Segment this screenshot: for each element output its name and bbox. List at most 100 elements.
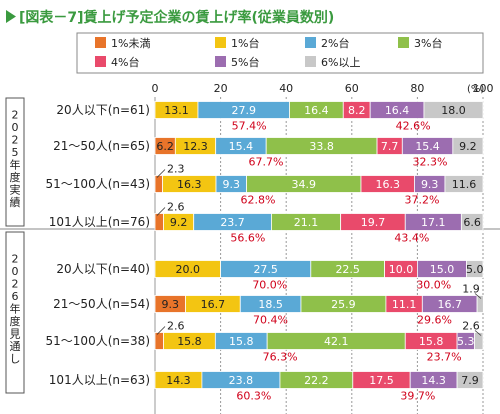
legend-label: 1%未満 — [111, 37, 150, 50]
bar-segment — [452, 137, 484, 155]
small-value-label: 2.3 — [167, 163, 185, 176]
legend-swatch — [398, 37, 409, 48]
segment-value-label: 14.3 — [166, 374, 191, 387]
bar-segment — [154, 332, 164, 350]
segment-value-label: 15.0 — [430, 263, 455, 276]
leader-line — [474, 330, 482, 336]
x-tick-label: 0 — [152, 82, 159, 95]
below-3pct-share: 57.4% — [232, 120, 267, 133]
segment-value-label: 17.1 — [421, 216, 446, 229]
bar-segment — [466, 260, 484, 278]
group-labels: 2 0 2 5 年度実績 2 0 2 6 年度見通し — [0, 97, 500, 394]
bar-segment — [474, 332, 484, 350]
segment-value-label: 13.1 — [164, 104, 189, 117]
segment-value-label: 16.4 — [304, 104, 329, 117]
legend-swatch — [95, 56, 106, 67]
segment-value-label: 14.3 — [421, 374, 446, 387]
below-3pct-share: 70.0% — [252, 279, 287, 292]
unit-label: (%) — [467, 84, 484, 95]
segment-value-label: 42.1 — [324, 335, 349, 348]
title-arrow-icon — [6, 10, 16, 23]
segment-value-label: 12.3 — [183, 140, 208, 153]
segment-value-label: 34.9 — [291, 178, 316, 191]
segment-value-label: 11.6 — [452, 178, 477, 191]
legend-label: 5%台 — [231, 55, 259, 69]
segment-value-label: 15.4 — [415, 140, 440, 153]
group-label-box — [5, 97, 25, 227]
segment-value-label: 7.9 — [461, 374, 479, 387]
segment-value-label: 23.7 — [220, 216, 245, 229]
x-axis-ticks: 0 20 40 60 80 100 — [152, 82, 494, 95]
segment-value-label: 15.4 — [229, 140, 254, 153]
segment-value-label: 11.1 — [392, 298, 417, 311]
group-label-box — [5, 231, 25, 394]
segment-value-label: 16.3 — [177, 178, 202, 191]
x-tick-label: 60 — [345, 82, 359, 95]
segment-value-label: 16.7 — [437, 298, 462, 311]
above-4pct-share: 43.4% — [394, 232, 429, 245]
bar-segment — [460, 213, 484, 231]
legend-label: 1%台 — [231, 36, 259, 50]
below-3pct-share: 76.3% — [263, 351, 298, 364]
segment-value-label: 10.0 — [389, 263, 414, 276]
legend: 1%未満 1%台 2%台 3%台 4%台 5%台 6%以上 — [95, 36, 442, 69]
legend-label: 4%台 — [111, 55, 139, 69]
group-label: 2 0 2 5 年度実績 — [10, 108, 21, 209]
category-label: 51〜100人(n=38) — [46, 334, 150, 348]
legend-swatch — [215, 56, 226, 67]
segment-value-label: 20.0 — [176, 263, 201, 276]
small-value-label: 2.6 — [167, 320, 185, 333]
leader-line — [156, 326, 166, 335]
segment-value-label: 22.5 — [335, 263, 360, 276]
category-label: 101人以上(n=76) — [49, 215, 150, 229]
bar-segment — [476, 295, 484, 313]
group-label: 2 0 2 6 年度見通し — [10, 253, 21, 366]
category-label: 20人以下(n=40) — [56, 262, 150, 276]
above-4pct-share: 37.2% — [405, 194, 440, 207]
segment-value-label: 27.9 — [231, 104, 256, 117]
segment-value-label: 5.3 — [457, 335, 475, 348]
segment-value-label: 21.1 — [294, 216, 319, 229]
segment-value-label: 6.2 — [156, 140, 174, 153]
segment-value-label: 8.2 — [348, 104, 366, 117]
small-value-label: 1.9 — [462, 283, 480, 296]
segment-value-label: 15.8 — [229, 335, 254, 348]
small-value-label: 2.6 — [462, 320, 480, 333]
segment-value-label: 33.8 — [309, 140, 334, 153]
segment-value-label: 15.8 — [419, 335, 444, 348]
legend-label: 6%以上 — [321, 56, 360, 69]
bar-segment — [456, 371, 484, 389]
x-tick-label: 100 — [473, 82, 494, 95]
segment-value-label: 16.3 — [375, 178, 400, 191]
category-label: 21〜50人(n=65) — [53, 139, 150, 153]
legend-swatch — [95, 37, 106, 48]
above-4pct-share: 23.7% — [427, 351, 462, 364]
x-tick-label: 40 — [279, 82, 293, 95]
segment-value-label: 22.2 — [304, 374, 329, 387]
x-tick-label: 80 — [410, 82, 424, 95]
above-4pct-share: 42.6% — [396, 120, 431, 133]
bar-rows: 20人以下(n=61) 13.1 27.9 16.4 8.2 16.4 18.0 57.4% 4… — [46, 101, 484, 403]
leader-line — [156, 169, 166, 178]
segment-value-label: 9.2 — [459, 140, 477, 153]
legend-swatch — [215, 37, 226, 48]
below-3pct-share: 60.3% — [236, 390, 271, 403]
segment-value-label: 25.9 — [331, 298, 356, 311]
small-value-label: 2.6 — [167, 201, 185, 214]
legend-label: 2%台 — [321, 36, 349, 50]
segment-value-label: 27.5 — [253, 263, 278, 276]
legend-box — [76, 32, 484, 74]
bar-segment — [423, 101, 484, 119]
legend-swatch — [305, 56, 316, 67]
category-label: 51〜100人(n=43) — [46, 177, 150, 191]
category-label: 20人以下(n=61) — [56, 103, 150, 117]
segment-value-label: 16.4 — [385, 104, 410, 117]
segment-value-label: 9.3 — [223, 178, 241, 191]
below-3pct-share: 67.7% — [249, 156, 284, 169]
segment-value-label: 16.7 — [201, 298, 226, 311]
x-tick-label: 20 — [214, 82, 228, 95]
segment-value-label: 15.8 — [177, 335, 202, 348]
legend-swatch — [305, 37, 316, 48]
segment-value-label: 19.7 — [361, 216, 386, 229]
